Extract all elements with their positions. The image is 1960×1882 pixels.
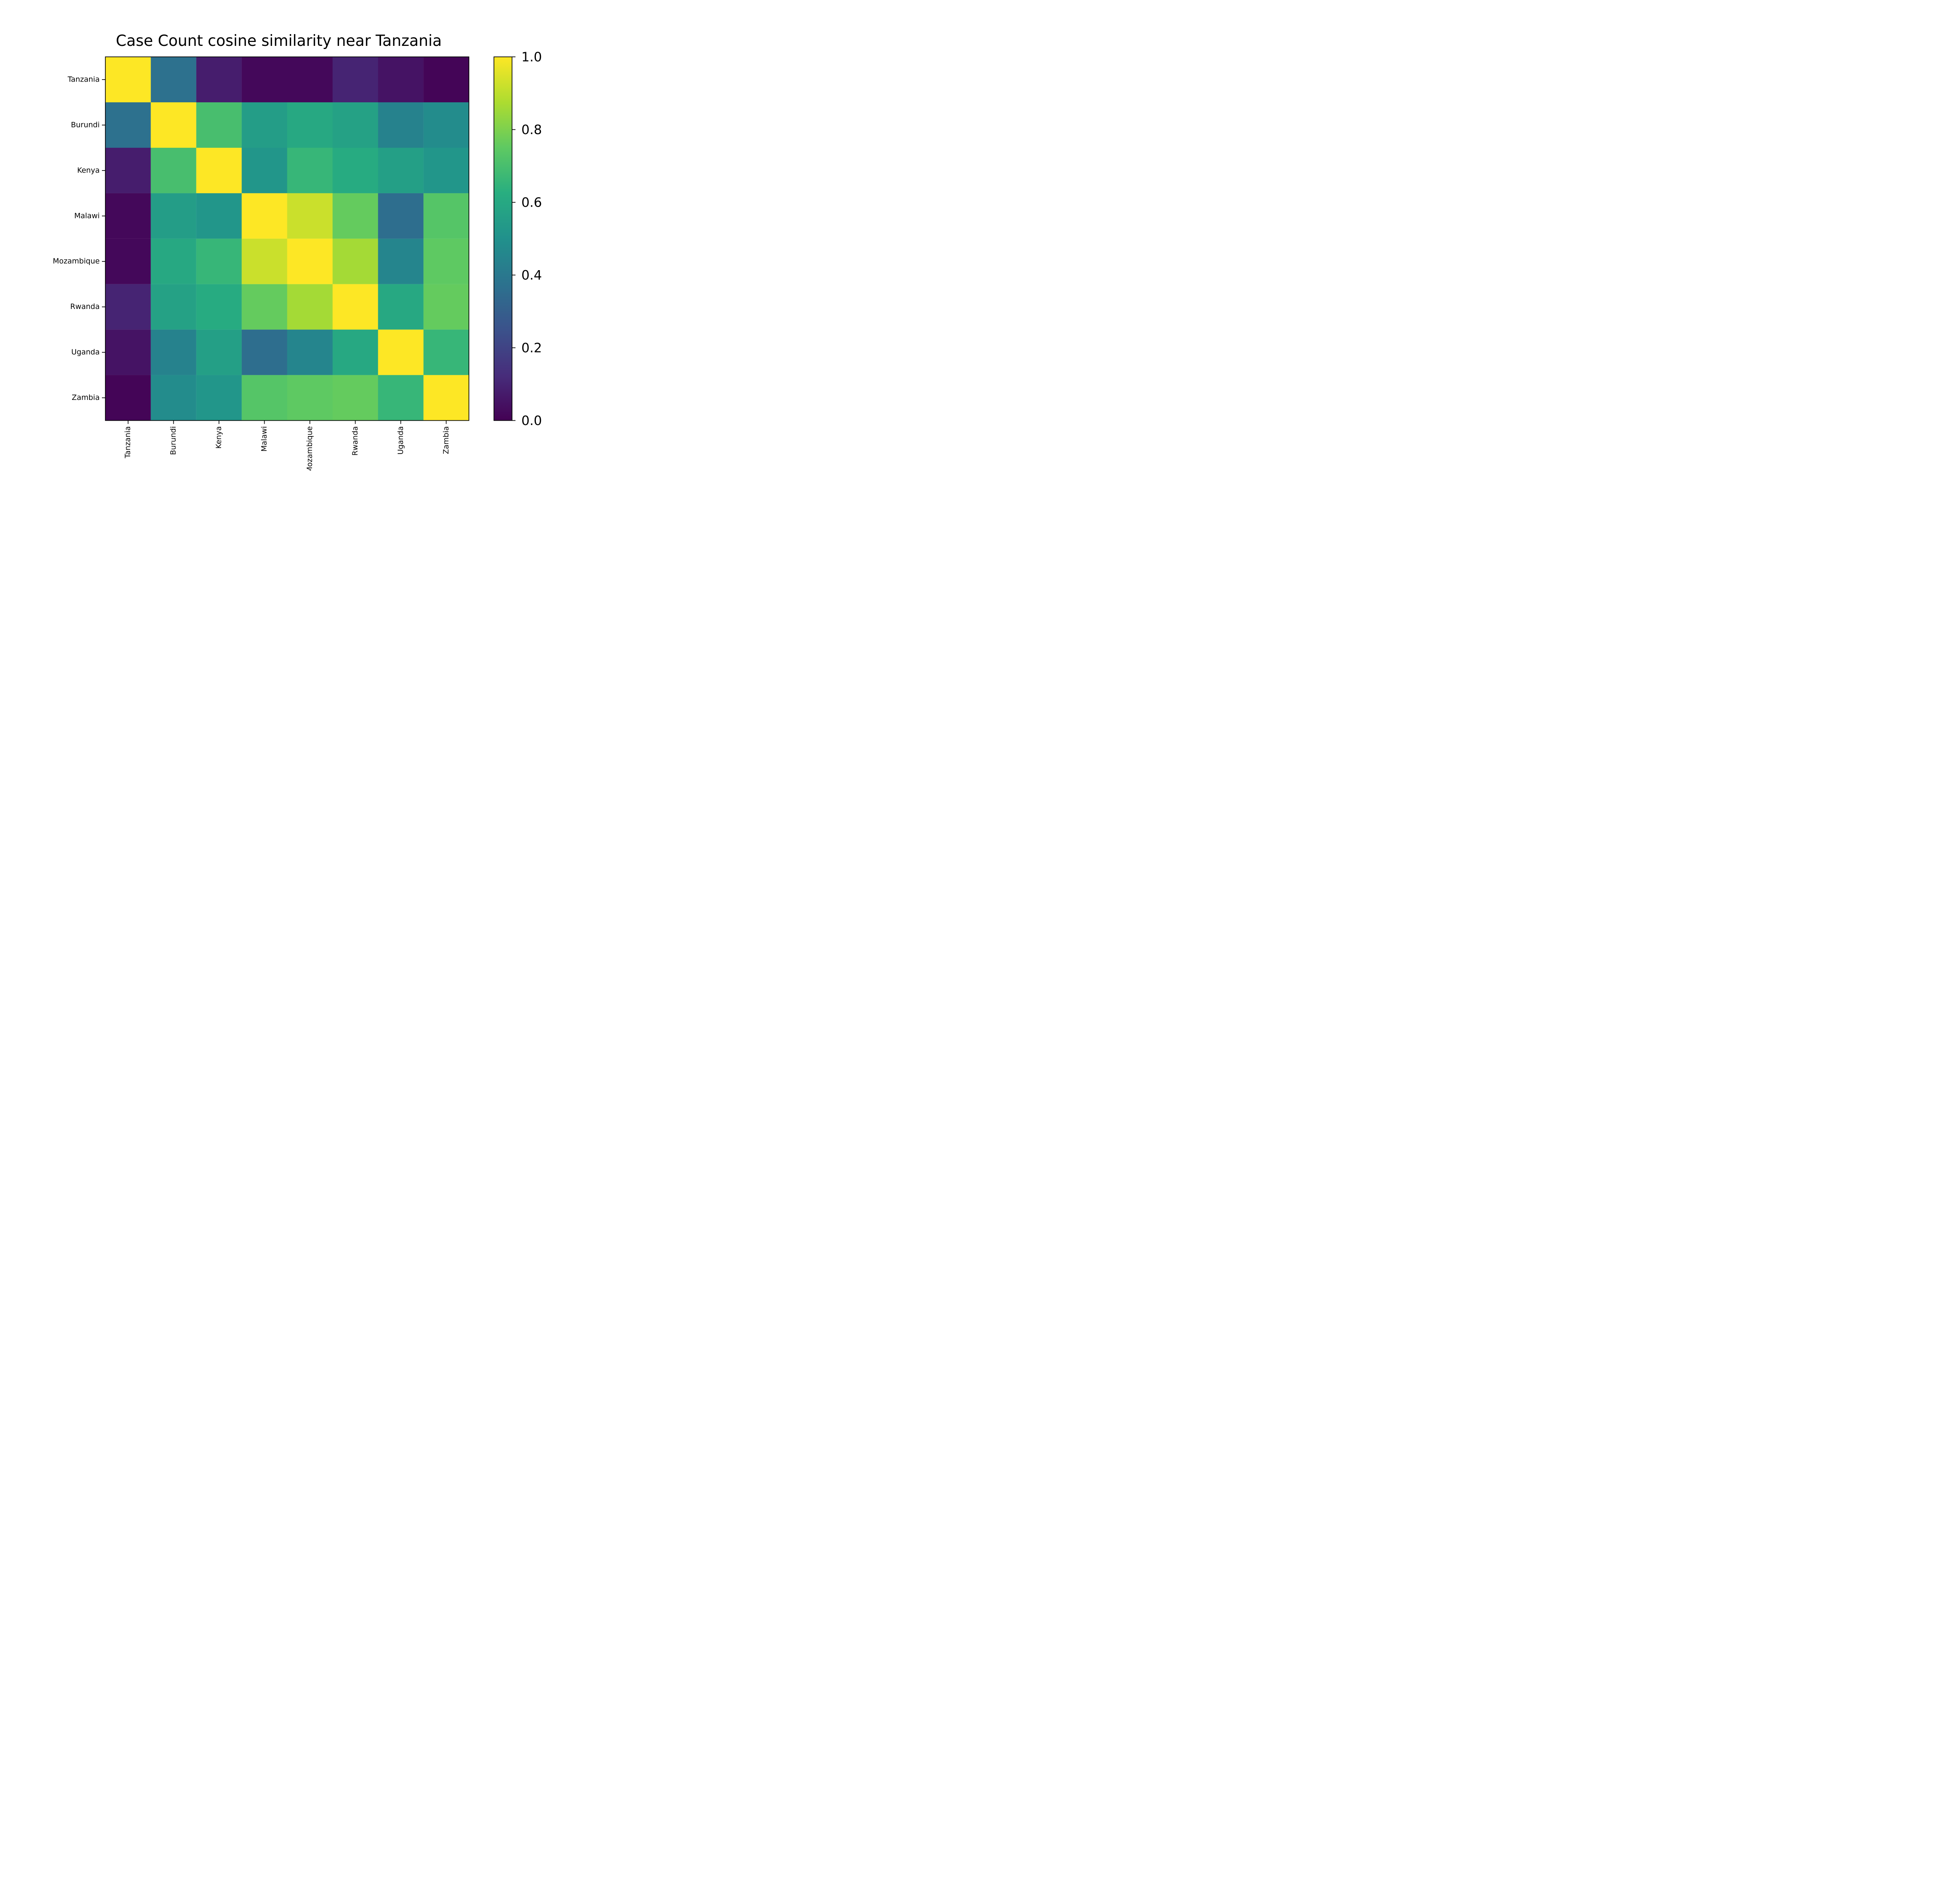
heatmap-cell-kenya-rwanda bbox=[332, 147, 378, 193]
colorbar-axis: 0.0 0.2 0.4 0.6 0.8 1.0 bbox=[512, 49, 542, 428]
heatmap-cell-zambia-kenya bbox=[196, 375, 242, 421]
heatmap-cell-malawi-mozambique bbox=[287, 193, 333, 239]
heatmap-cell-zambia-tanzania bbox=[105, 375, 151, 421]
colorbar-tick-label: 0.0 bbox=[521, 413, 542, 428]
colorbar-tick-label: 0.4 bbox=[521, 267, 542, 283]
heatmap-cell-zambia-uganda bbox=[378, 375, 424, 421]
heatmap-cell-kenya-uganda bbox=[378, 147, 424, 193]
heatmap-cell-kenya-burundi bbox=[151, 147, 196, 193]
heatmap-cell-mozambique-burundi bbox=[151, 238, 196, 284]
x-tick-label: Mozambique bbox=[306, 426, 314, 470]
x-tick-label: Kenya bbox=[215, 426, 223, 449]
heatmap-cell-zambia-burundi bbox=[151, 375, 196, 421]
heatmap-cell-malawi-uganda bbox=[378, 193, 424, 239]
heatmap-cell-tanzania-mozambique bbox=[287, 57, 333, 103]
y-tick-label: Tanzania bbox=[67, 75, 100, 84]
heatmap-cell-kenya-tanzania bbox=[105, 147, 151, 193]
heatmap-cell-uganda-uganda bbox=[378, 329, 424, 375]
heatmap-cell-rwanda-zambia bbox=[423, 284, 469, 330]
x-axis: Tanzania Burundi Kenya Malawi Mozambique Rwan… bbox=[124, 420, 450, 473]
heatmap-cell-burundi-mozambique bbox=[287, 102, 333, 148]
heatmap-cell-malawi-kenya bbox=[196, 193, 242, 239]
heatmap-cell-uganda-tanzania bbox=[105, 329, 151, 375]
heatmap-cell-rwanda-kenya bbox=[196, 284, 242, 330]
heatmap-cell-rwanda-malawi bbox=[241, 284, 287, 330]
heatmap-cells bbox=[105, 57, 469, 421]
y-tick-label: Uganda bbox=[71, 348, 100, 356]
heatmap-cell-uganda-malawi bbox=[241, 329, 287, 375]
y-tick-label: Kenya bbox=[77, 166, 100, 174]
y-tick-label: Burundi bbox=[71, 121, 100, 129]
heatmap-cell-burundi-uganda bbox=[378, 102, 424, 148]
heatmap-cell-burundi-tanzania bbox=[105, 102, 151, 148]
heatmap-cell-rwanda-mozambique bbox=[287, 284, 333, 330]
x-tick-label: Tanzania bbox=[124, 426, 132, 459]
heatmap-cell-tanzania-rwanda bbox=[332, 57, 378, 103]
heatmap-cell-kenya-zambia bbox=[423, 147, 469, 193]
heatmap-cell-tanzania-tanzania bbox=[105, 57, 151, 103]
heatmap-chart: Case Count cosine similarity near Tanzan… bbox=[0, 0, 627, 473]
colorbar-tick-label: 0.6 bbox=[521, 195, 542, 210]
heatmap-cell-tanzania-uganda bbox=[378, 57, 424, 103]
heatmap-cell-mozambique-tanzania bbox=[105, 238, 151, 284]
heatmap-cell-malawi-burundi bbox=[151, 193, 196, 239]
colorbar-tick-label: 0.8 bbox=[521, 122, 542, 137]
x-tick-label: Zambia bbox=[442, 426, 450, 454]
heatmap-cell-burundi-burundi bbox=[151, 102, 196, 148]
heatmap-cell-rwanda-burundi bbox=[151, 284, 196, 330]
y-axis: Tanzania Burundi Kenya Malawi Mozambique Rwan… bbox=[53, 75, 105, 402]
heatmap-cell-malawi-tanzania bbox=[105, 193, 151, 239]
heatmap-cell-burundi-malawi bbox=[241, 102, 287, 148]
y-tick-label: Malawi bbox=[74, 212, 100, 220]
figure: Case Count cosine similarity near Tanzan… bbox=[0, 0, 627, 473]
colorbar-tick-label: 1.0 bbox=[521, 49, 542, 65]
heatmap-cell-kenya-kenya bbox=[196, 147, 242, 193]
heatmap-cell-kenya-malawi bbox=[241, 147, 287, 193]
heatmap-cell-malawi-malawi bbox=[241, 193, 287, 239]
heatmap-cell-mozambique-rwanda bbox=[332, 238, 378, 284]
heatmap-cell-rwanda-rwanda bbox=[332, 284, 378, 330]
heatmap-cell-zambia-malawi bbox=[241, 375, 287, 421]
colorbar bbox=[494, 56, 513, 421]
heatmap-cell-burundi-rwanda bbox=[332, 102, 378, 148]
heatmap-cell-tanzania-kenya bbox=[196, 57, 242, 103]
heatmap-cell-tanzania-burundi bbox=[151, 57, 196, 103]
heatmap-cell-mozambique-kenya bbox=[196, 238, 242, 284]
chart-title: Case Count cosine similarity near Tanzan… bbox=[116, 32, 442, 50]
heatmap-cell-zambia-rwanda bbox=[332, 375, 378, 421]
x-tick-label: Rwanda bbox=[351, 426, 359, 456]
x-tick-label: Malawi bbox=[260, 426, 269, 452]
heatmap-cell-rwanda-uganda bbox=[378, 284, 424, 330]
y-tick-label: Rwanda bbox=[70, 303, 100, 311]
heatmap-cell-mozambique-malawi bbox=[241, 238, 287, 284]
heatmap-cell-uganda-mozambique bbox=[287, 329, 333, 375]
heatmap-cell-mozambique-mozambique bbox=[287, 238, 333, 284]
heatmap-cell-uganda-zambia bbox=[423, 329, 469, 375]
heatmap-cell-zambia-zambia bbox=[423, 375, 469, 421]
heatmap-cell-kenya-mozambique bbox=[287, 147, 333, 193]
heatmap-cell-malawi-rwanda bbox=[332, 193, 378, 239]
heatmap-cell-rwanda-tanzania bbox=[105, 284, 151, 330]
heatmap-cell-mozambique-uganda bbox=[378, 238, 424, 284]
heatmap-cell-burundi-zambia bbox=[423, 102, 469, 148]
y-tick-label: Mozambique bbox=[53, 257, 100, 265]
plot-frame bbox=[105, 56, 470, 421]
heatmap-cell-tanzania-malawi bbox=[241, 57, 287, 103]
heatmap-cell-uganda-burundi bbox=[151, 329, 196, 375]
heatmap-cell-mozambique-zambia bbox=[423, 238, 469, 284]
heatmap-cell-uganda-rwanda bbox=[332, 329, 378, 375]
heatmap-cell-burundi-kenya bbox=[196, 102, 242, 148]
heatmap-cell-zambia-mozambique bbox=[287, 375, 333, 421]
x-tick-label: Burundi bbox=[169, 426, 178, 455]
heatmap-cell-tanzania-zambia bbox=[423, 57, 469, 103]
x-tick-label: Uganda bbox=[397, 426, 405, 454]
y-tick-label: Zambia bbox=[72, 394, 100, 402]
colorbar-tick-label: 0.2 bbox=[521, 340, 542, 356]
heatmap-cell-malawi-zambia bbox=[423, 193, 469, 239]
heatmap-cell-uganda-kenya bbox=[196, 329, 242, 375]
